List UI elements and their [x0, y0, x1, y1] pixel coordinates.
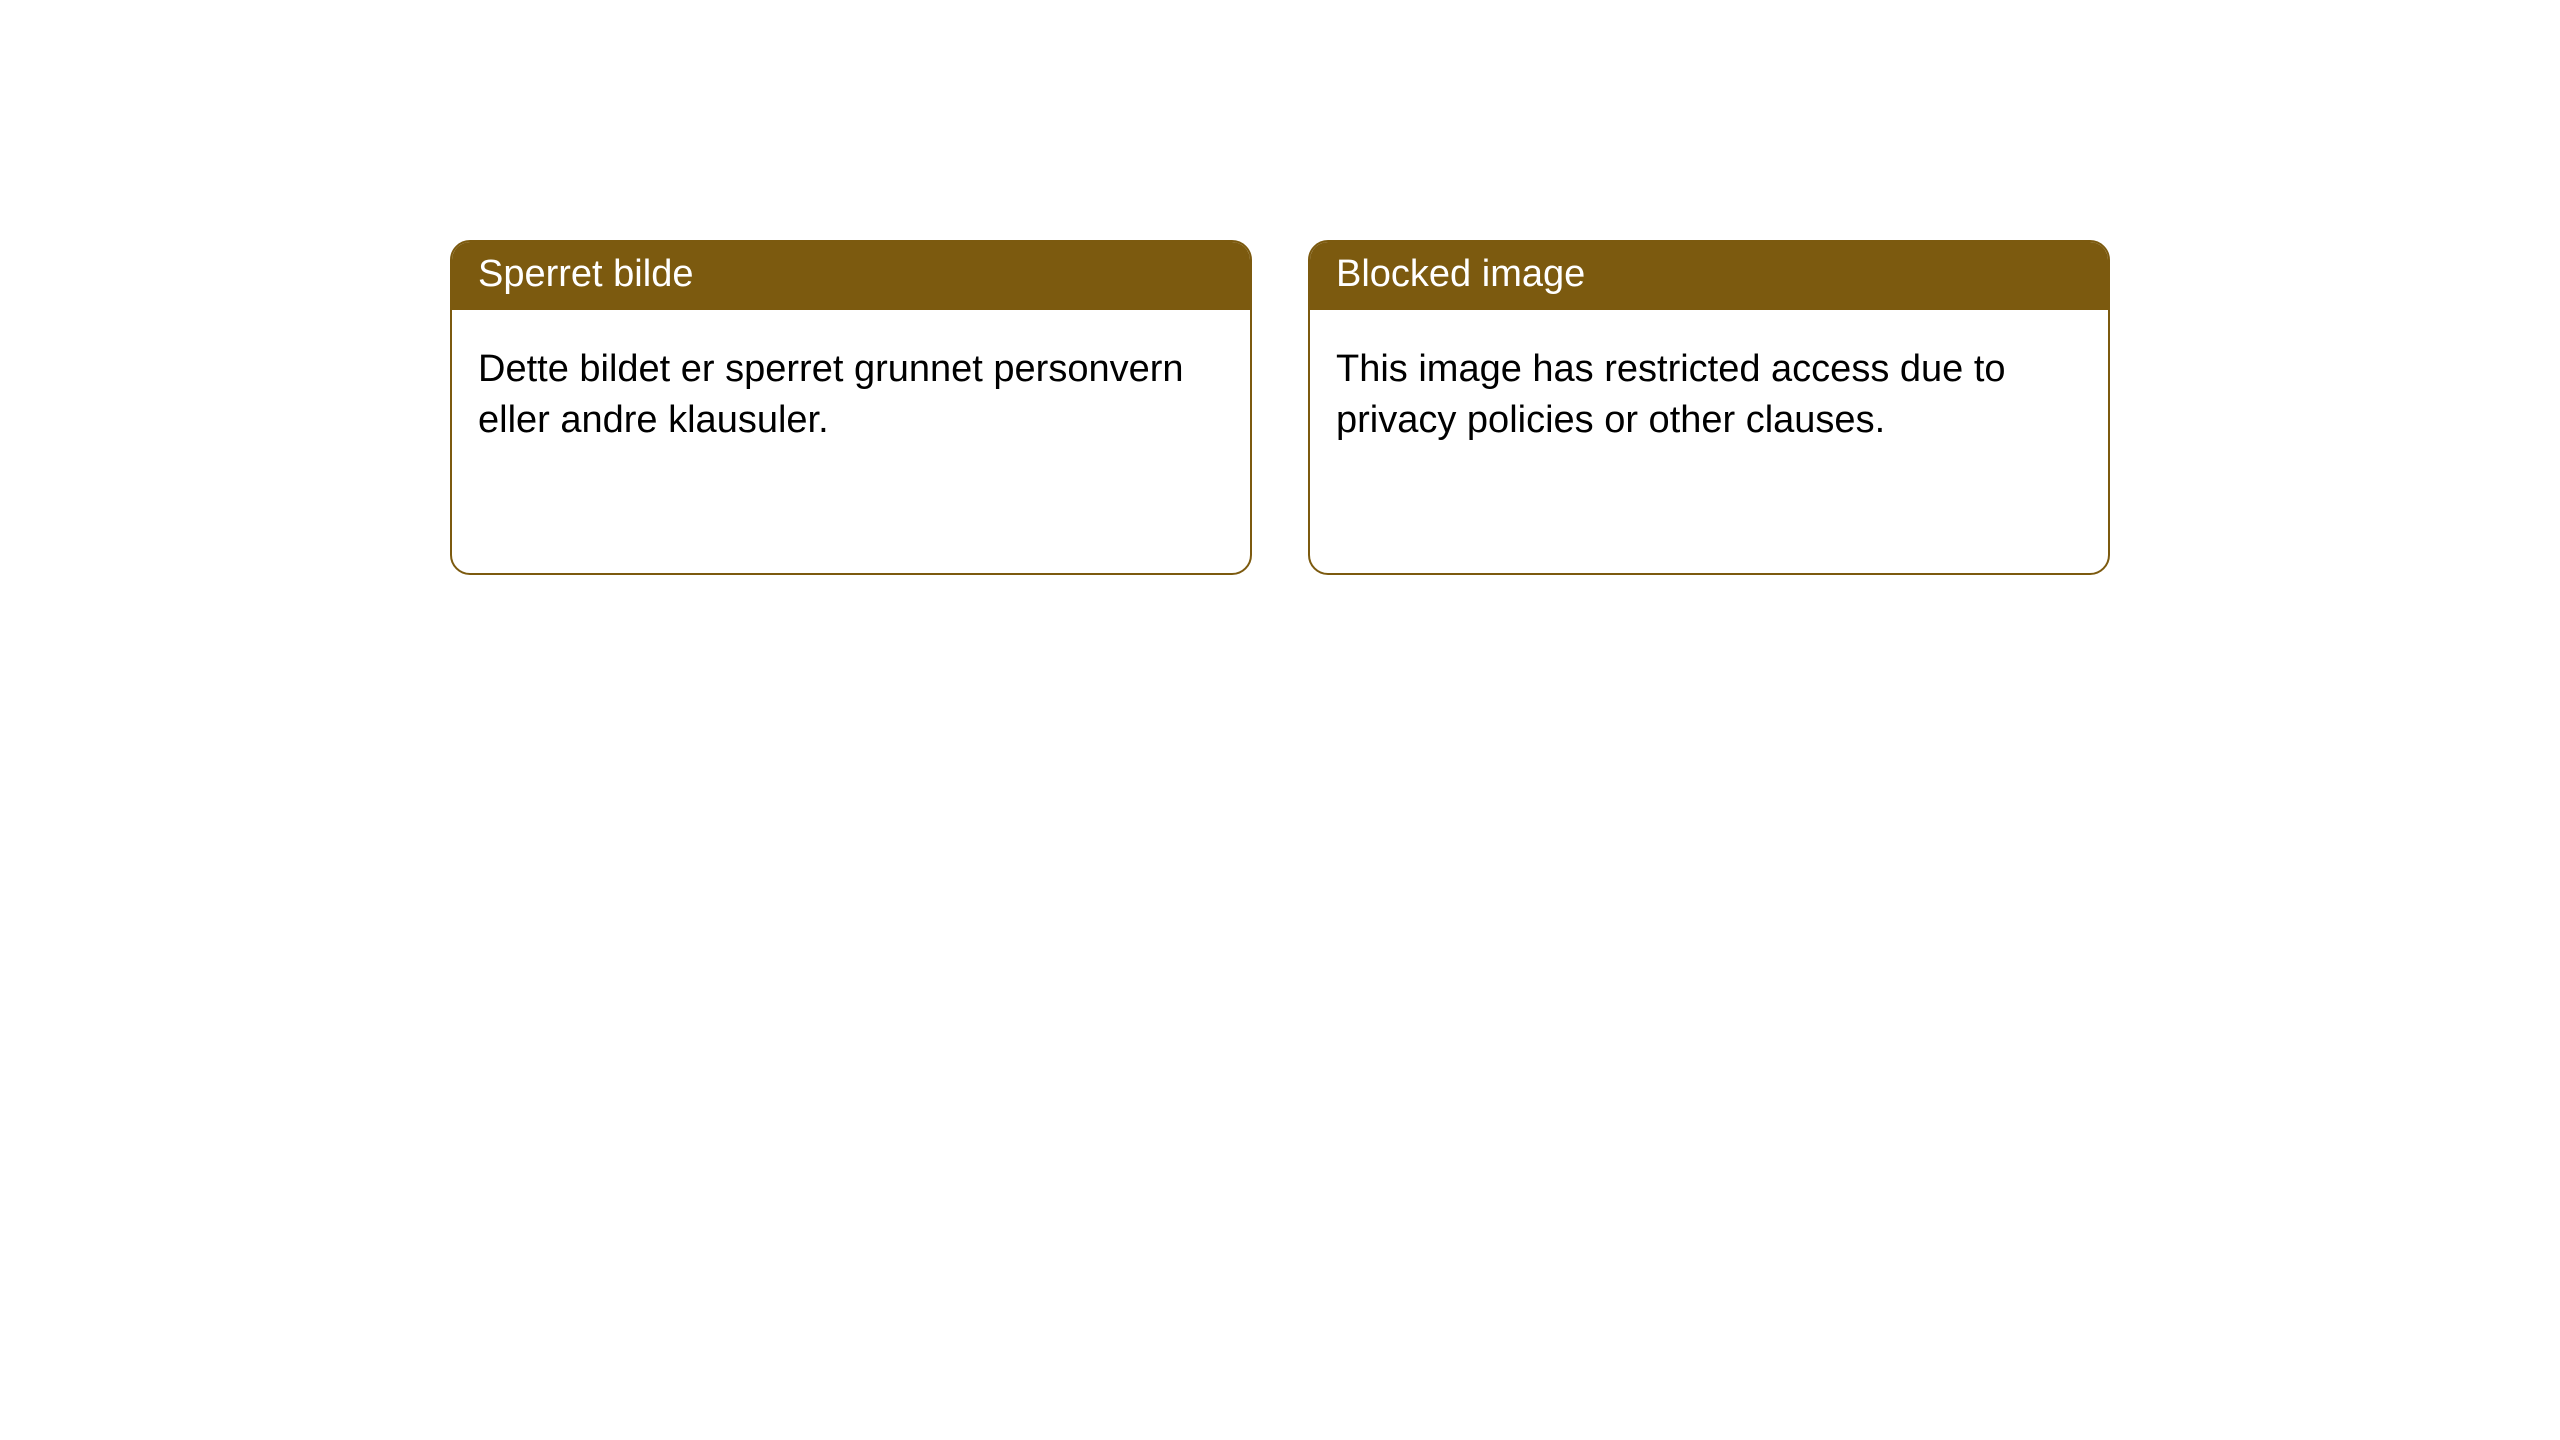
- notice-body-norwegian: Dette bildet er sperret grunnet personve…: [452, 310, 1250, 467]
- notice-header-norwegian: Sperret bilde: [452, 242, 1250, 310]
- notice-container: Sperret bilde Dette bildet er sperret gr…: [0, 0, 2560, 575]
- notice-card-norwegian: Sperret bilde Dette bildet er sperret gr…: [450, 240, 1252, 575]
- notice-body-english: This image has restricted access due to …: [1310, 310, 2108, 467]
- notice-card-english: Blocked image This image has restricted …: [1308, 240, 2110, 575]
- notice-header-english: Blocked image: [1310, 242, 2108, 310]
